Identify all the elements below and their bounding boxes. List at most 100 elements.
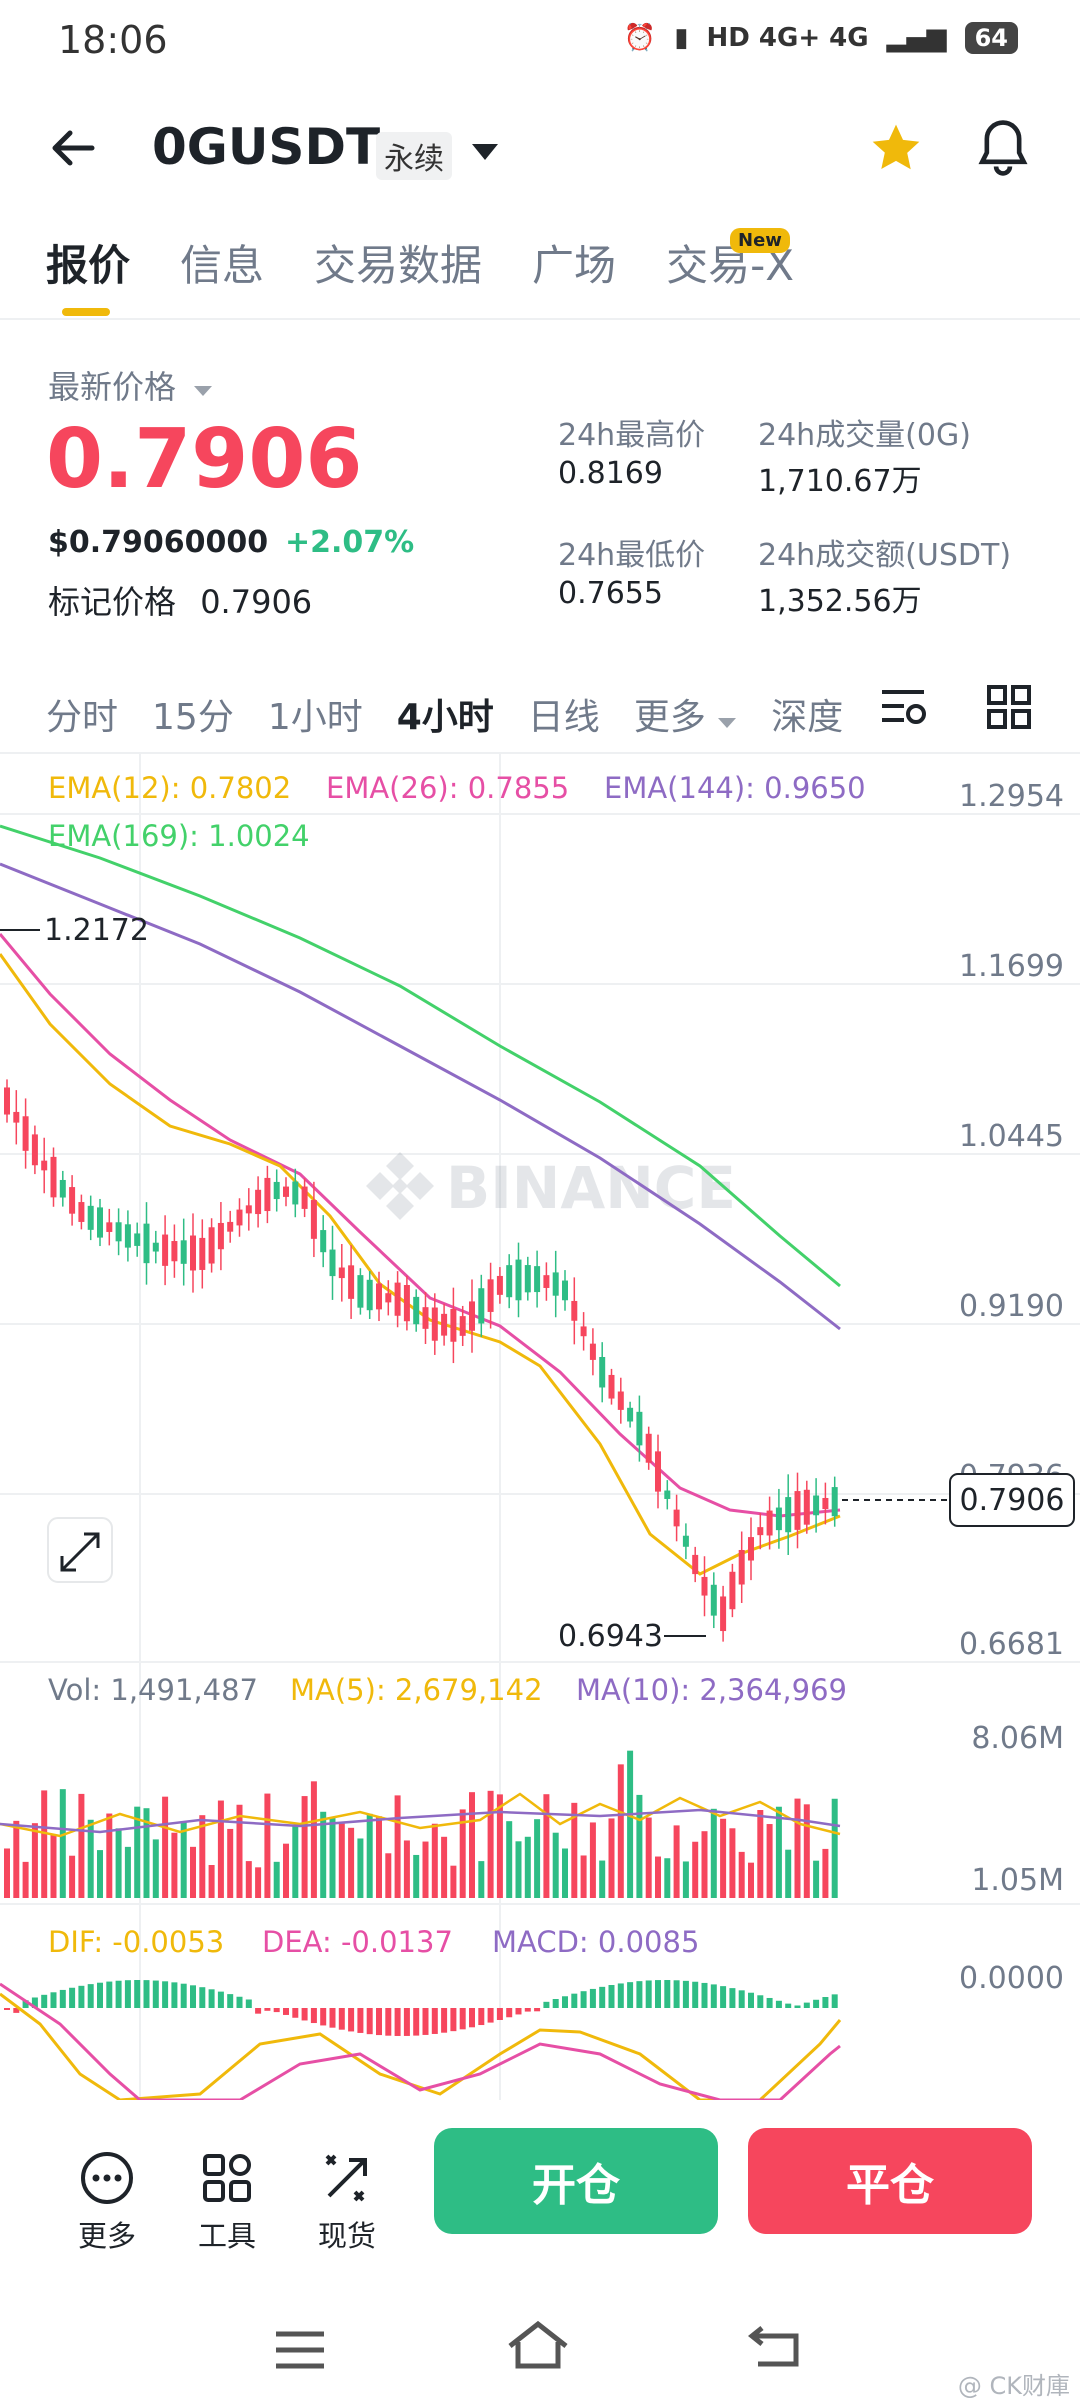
macd-bar bbox=[803, 2002, 810, 2008]
macd-bar bbox=[562, 1996, 568, 2008]
macd-bar bbox=[645, 1980, 652, 2008]
macd-bar bbox=[794, 2005, 801, 2008]
volume-bar bbox=[227, 1828, 234, 1898]
back-button[interactable] bbox=[48, 122, 100, 174]
menu-icon[interactable] bbox=[274, 2330, 326, 2370]
volume-bar bbox=[506, 1821, 513, 1898]
favorite-star-icon[interactable] bbox=[868, 120, 924, 180]
volume-bar bbox=[794, 1798, 801, 1898]
last-price-label[interactable]: 最新价格 bbox=[48, 362, 214, 408]
interval-1d[interactable]: 日线 bbox=[527, 697, 600, 738]
candle bbox=[87, 1205, 94, 1230]
volume-bar bbox=[571, 1802, 578, 1898]
divider bbox=[0, 318, 1080, 320]
chart-settings-icon[interactable] bbox=[878, 684, 928, 734]
tab-trading-data[interactable]: 交易数据 bbox=[314, 241, 483, 290]
candle bbox=[524, 1265, 531, 1293]
candle bbox=[115, 1222, 122, 1242]
candle bbox=[329, 1249, 336, 1277]
volume-bar bbox=[803, 1804, 810, 1898]
interval-more-label: 更多 bbox=[633, 697, 706, 738]
interval-more[interactable]: 更多 bbox=[634, 688, 737, 740]
candle bbox=[645, 1433, 652, 1463]
volume-bar bbox=[180, 1821, 187, 1898]
volume-bar bbox=[822, 1848, 829, 1898]
volume-bar bbox=[171, 1832, 178, 1898]
macd-bar bbox=[283, 2008, 289, 2015]
usd-price: $0.79060000 bbox=[48, 525, 269, 560]
bell-icon[interactable] bbox=[975, 118, 1031, 182]
candle bbox=[813, 1495, 820, 1516]
volume-bar bbox=[543, 1794, 550, 1898]
volume-bar bbox=[431, 1823, 438, 1898]
divider bbox=[0, 752, 1080, 754]
macd-bar bbox=[403, 2008, 410, 2036]
candle bbox=[469, 1301, 475, 1331]
macd-bar bbox=[785, 2003, 792, 2008]
y-tick: 0.9190 bbox=[959, 1289, 1064, 1324]
volume-bar bbox=[329, 1817, 336, 1898]
candle bbox=[487, 1279, 494, 1312]
pair-dropdown-icon[interactable] bbox=[470, 142, 500, 166]
macd-dea-line bbox=[0, 1982, 841, 2100]
macd-bar bbox=[617, 1983, 624, 2008]
macd-axis: 0.0000 bbox=[959, 1961, 1064, 1996]
volume-bar bbox=[199, 1815, 206, 1898]
interval-4h[interactable]: 4小时 bbox=[396, 697, 494, 738]
candle bbox=[236, 1209, 243, 1226]
interval-timeline[interactable]: 分时 bbox=[46, 697, 119, 738]
pair-title[interactable]: 0GUSDT bbox=[152, 118, 381, 176]
interval-depth[interactable]: 深度 bbox=[771, 697, 844, 738]
tab-square[interactable]: 广场 bbox=[532, 241, 617, 290]
macd-bar bbox=[394, 2008, 401, 2036]
amount-value: 1,352.56万 bbox=[758, 584, 922, 619]
interval-1h[interactable]: 1小时 bbox=[267, 697, 363, 738]
candle bbox=[357, 1275, 364, 1308]
macd-bar bbox=[506, 2008, 513, 2018]
candle bbox=[320, 1230, 327, 1253]
candle bbox=[441, 1313, 448, 1336]
candle bbox=[729, 1571, 736, 1610]
macd-bar bbox=[385, 2008, 392, 2036]
tools-button[interactable]: 工具 bbox=[192, 2150, 262, 2255]
current-price-tag-text: 0.7906 bbox=[960, 1483, 1065, 1518]
macd-bar bbox=[524, 2008, 531, 2012]
volume-bar bbox=[97, 1850, 103, 1898]
volume-bar bbox=[813, 1860, 820, 1898]
candle bbox=[78, 1202, 85, 1222]
home-icon[interactable] bbox=[506, 2320, 570, 2372]
candle bbox=[534, 1266, 541, 1293]
low-label: 24h最低价 bbox=[558, 538, 706, 573]
macd-bar bbox=[180, 1983, 187, 2008]
candle bbox=[180, 1240, 187, 1264]
layout-grid-icon[interactable] bbox=[986, 684, 1032, 734]
interval-15m[interactable]: 15分 bbox=[152, 697, 234, 738]
tab-info[interactable]: 信息 bbox=[180, 241, 265, 290]
macd-bar bbox=[589, 1988, 596, 2008]
expand-chart-button[interactable] bbox=[47, 1517, 113, 1583]
macd-bar bbox=[422, 2008, 429, 2035]
more-button[interactable]: 更多 bbox=[72, 2150, 142, 2255]
open-position-button[interactable]: 开仓 bbox=[434, 2128, 718, 2234]
back-nav-icon[interactable] bbox=[748, 2322, 804, 2370]
candle bbox=[59, 1179, 66, 1198]
volume-bar bbox=[599, 1860, 606, 1898]
volume-bar bbox=[413, 1854, 420, 1898]
status-icons: ⏰ ▮ HD 4G+ 4G ▂▄▆ 64 bbox=[624, 22, 1018, 54]
candle bbox=[97, 1207, 103, 1238]
spot-button[interactable]: 现货 bbox=[312, 2150, 382, 2255]
macd-bar bbox=[655, 1980, 661, 2008]
volume-bar bbox=[50, 1834, 57, 1898]
candle bbox=[310, 1200, 317, 1239]
y-tick: 1.1699 bbox=[959, 949, 1064, 984]
network-text: HD 4G+ 4G bbox=[706, 23, 869, 53]
tab-quote[interactable]: 报价 bbox=[46, 241, 131, 290]
volume-bar bbox=[310, 1781, 317, 1898]
kline-chart[interactable]: BINANCE EMA(12): 0.7802 EMA(26): 0.7855 … bbox=[0, 754, 1080, 2100]
macd-bar bbox=[199, 1987, 206, 2008]
volume-bar bbox=[775, 1806, 782, 1898]
candle bbox=[710, 1584, 717, 1616]
candle bbox=[348, 1265, 355, 1299]
close-position-button[interactable]: 平仓 bbox=[748, 2128, 1032, 2234]
volume-bar bbox=[729, 1828, 736, 1898]
